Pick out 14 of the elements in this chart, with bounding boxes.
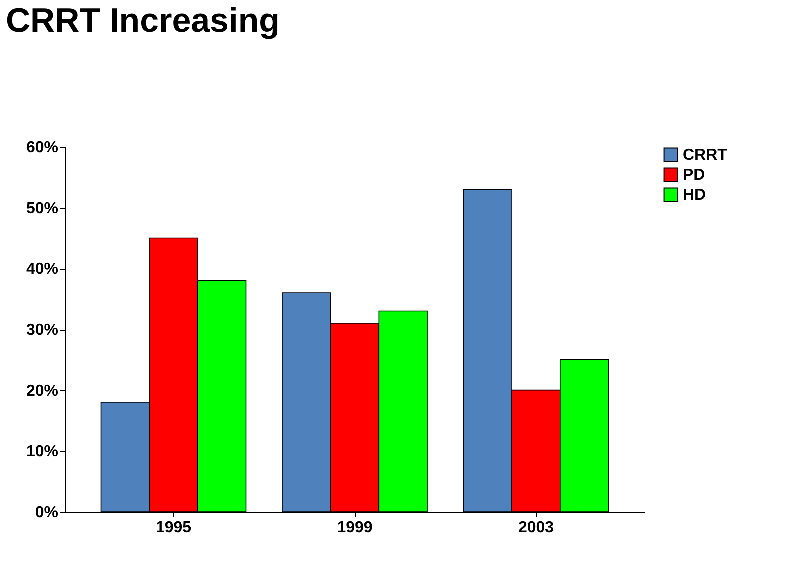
chart-title: CRRT Increasing bbox=[6, 2, 280, 40]
x-tick-label: 1999 bbox=[337, 520, 373, 536]
y-tick-label: 20% bbox=[26, 382, 58, 400]
legend-label: CRRT bbox=[683, 147, 728, 164]
x-tick-label: 1995 bbox=[156, 520, 192, 536]
legend-label: PD bbox=[683, 167, 706, 184]
y-tick-label: 10% bbox=[26, 444, 58, 461]
x-tick-label: 2003 bbox=[518, 520, 554, 536]
y-tick-label: 40% bbox=[26, 261, 58, 278]
y-tick-label: 60% bbox=[26, 140, 58, 156]
y-tick-label: 50% bbox=[26, 200, 58, 218]
y-tick-label: 0% bbox=[35, 504, 58, 522]
y-tick-label: 30% bbox=[26, 322, 58, 339]
legend-label: HD bbox=[683, 187, 706, 204]
